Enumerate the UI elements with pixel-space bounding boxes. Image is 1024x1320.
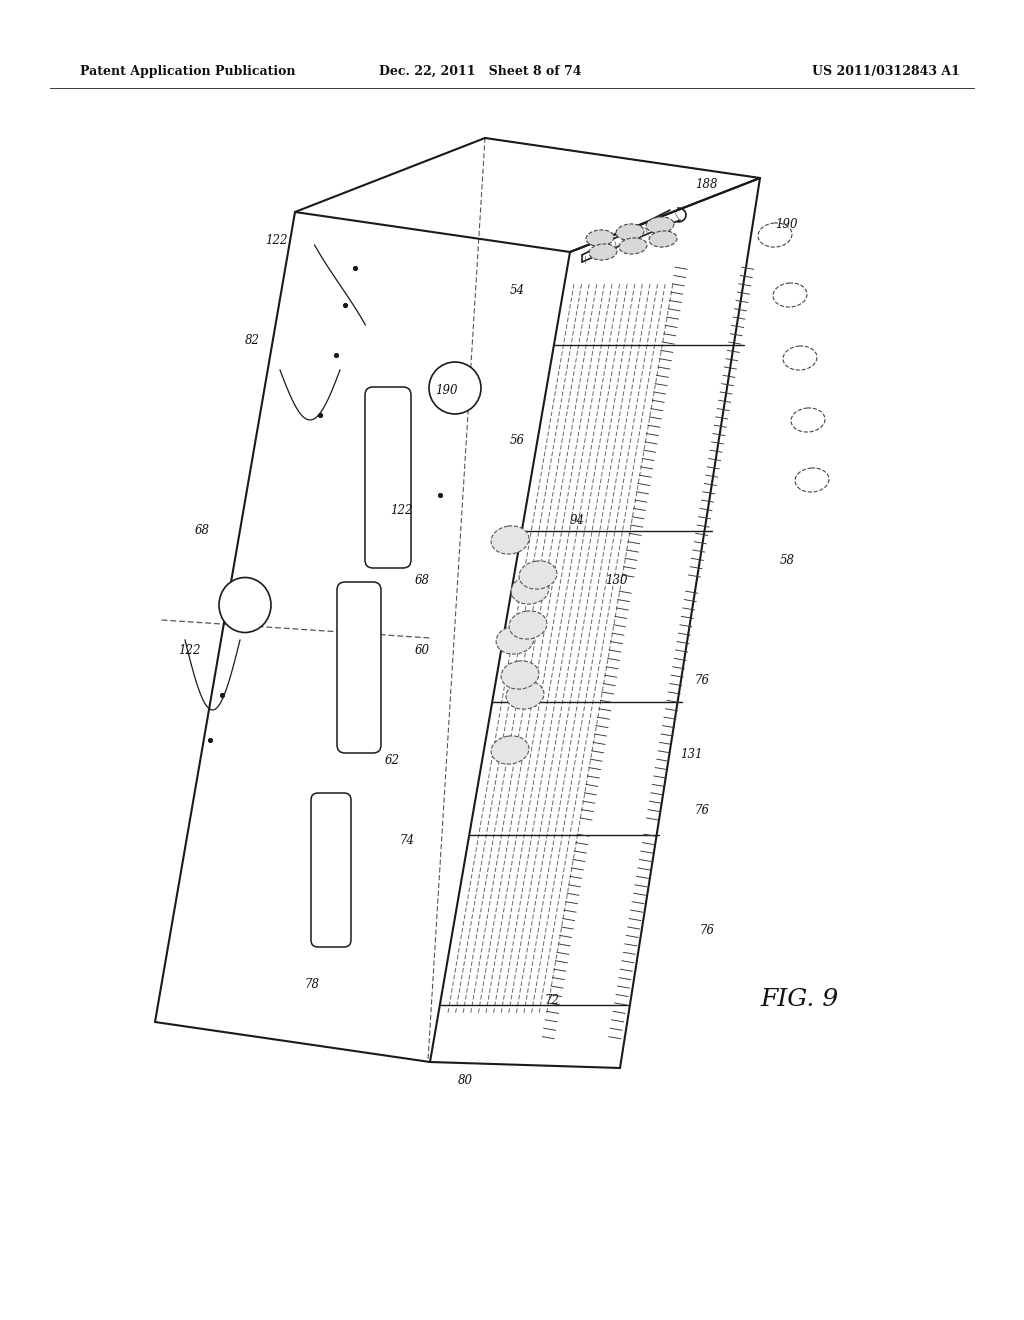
Text: 190: 190 (435, 384, 458, 396)
Ellipse shape (586, 230, 614, 246)
Text: 62: 62 (385, 754, 400, 767)
Text: 76: 76 (700, 924, 715, 936)
Text: Patent Application Publication: Patent Application Publication (80, 65, 296, 78)
Text: 76: 76 (695, 673, 710, 686)
Ellipse shape (795, 469, 829, 492)
Ellipse shape (791, 408, 825, 432)
Ellipse shape (429, 362, 481, 414)
Text: 122: 122 (178, 644, 201, 656)
Ellipse shape (501, 661, 539, 689)
Text: 94: 94 (570, 513, 585, 527)
Ellipse shape (511, 576, 549, 605)
Text: 60: 60 (415, 644, 430, 656)
Ellipse shape (492, 525, 529, 554)
Ellipse shape (649, 231, 677, 247)
FancyBboxPatch shape (337, 582, 381, 752)
Text: 80: 80 (458, 1073, 472, 1086)
FancyBboxPatch shape (365, 387, 411, 568)
Text: 190: 190 (775, 219, 798, 231)
Text: 78: 78 (305, 978, 319, 991)
Ellipse shape (758, 223, 792, 247)
Text: 131: 131 (680, 748, 702, 762)
Ellipse shape (506, 681, 544, 709)
Text: 122: 122 (390, 503, 413, 516)
Text: 68: 68 (415, 573, 430, 586)
Ellipse shape (616, 224, 644, 240)
Text: 74: 74 (400, 833, 415, 846)
Text: 76: 76 (695, 804, 710, 817)
Text: 54: 54 (510, 284, 525, 297)
Text: 82: 82 (245, 334, 260, 346)
Ellipse shape (519, 561, 557, 589)
Ellipse shape (646, 216, 674, 234)
Text: FIG. 9: FIG. 9 (760, 989, 839, 1011)
Ellipse shape (620, 238, 647, 253)
Ellipse shape (589, 244, 617, 260)
FancyBboxPatch shape (311, 793, 351, 946)
Text: 130: 130 (605, 573, 628, 586)
Ellipse shape (509, 611, 547, 639)
Ellipse shape (492, 735, 529, 764)
Text: 122: 122 (265, 234, 288, 247)
Text: 58: 58 (780, 553, 795, 566)
Ellipse shape (783, 346, 817, 370)
Ellipse shape (219, 578, 271, 632)
Text: 72: 72 (545, 994, 560, 1006)
Ellipse shape (773, 282, 807, 308)
Text: 188: 188 (695, 178, 718, 191)
Text: 68: 68 (195, 524, 210, 536)
Ellipse shape (496, 626, 534, 655)
Text: US 2011/0312843 A1: US 2011/0312843 A1 (812, 65, 961, 78)
Text: 56: 56 (510, 433, 525, 446)
Text: Dec. 22, 2011   Sheet 8 of 74: Dec. 22, 2011 Sheet 8 of 74 (379, 65, 582, 78)
